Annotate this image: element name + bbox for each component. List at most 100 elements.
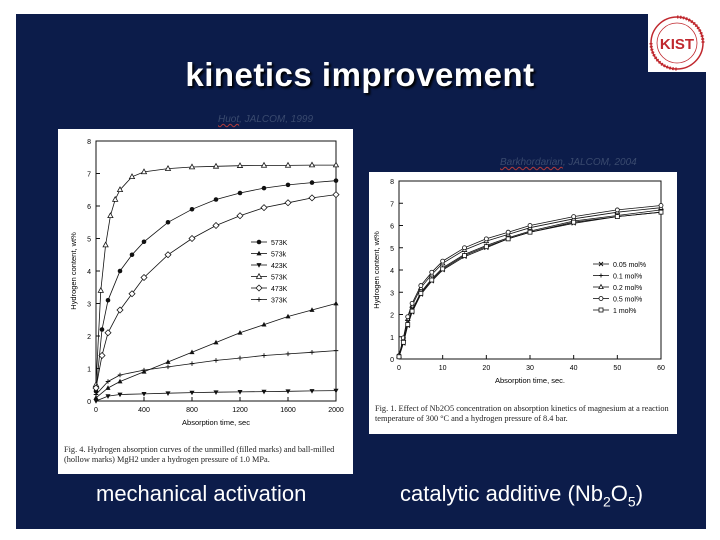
- data-point: [309, 180, 315, 185]
- legend-label: 373K: [271, 298, 288, 305]
- data-point: [308, 194, 316, 202]
- y-tick-label: 6: [390, 224, 394, 231]
- data-point: [105, 297, 111, 303]
- data-point: [213, 390, 219, 395]
- data-point: [614, 207, 620, 213]
- legend-label: 573K: [271, 275, 288, 282]
- legend-label: 1 mol%: [613, 308, 636, 315]
- data-point: [308, 161, 316, 168]
- data-point: [117, 378, 123, 384]
- data-point: [285, 182, 291, 188]
- data-point: [237, 355, 243, 361]
- data-point: [429, 277, 435, 283]
- legend-marker: [256, 250, 262, 256]
- legend-label: 573k: [271, 252, 287, 259]
- y-tick-label: 5: [390, 246, 394, 253]
- data-point: [396, 354, 402, 360]
- data-point: [405, 322, 411, 327]
- legend-marker: [256, 297, 262, 302]
- legend-label: 573K: [271, 240, 288, 247]
- right-figure-caption: Fig. 1. Effect of Nb2O5 concentration on…: [375, 404, 669, 423]
- y-axis-label: Hydrogen content, wt%: [372, 231, 381, 309]
- data-point: [212, 162, 220, 169]
- data-point: [212, 221, 220, 230]
- data-point: [237, 190, 243, 196]
- data-point: [164, 251, 172, 259]
- series-1: [93, 300, 339, 400]
- data-point: [165, 219, 171, 225]
- data-point: [128, 290, 136, 298]
- data-point: [462, 253, 467, 258]
- legend-marker: [598, 307, 604, 313]
- data-point: [462, 245, 467, 251]
- y-tick-label: 1: [390, 335, 394, 342]
- series-5: [93, 348, 339, 397]
- data-point: [409, 300, 415, 306]
- data-point: [102, 241, 109, 248]
- right-label-suffix: ): [635, 481, 644, 506]
- y-tick-label: 2: [390, 313, 394, 320]
- data-point: [260, 204, 268, 212]
- data-point: [333, 178, 339, 183]
- left-citation: Huot, JALCOM, 1999: [218, 114, 313, 125]
- y-tick-label: 4: [390, 268, 394, 275]
- series-line: [95, 180, 337, 392]
- right-label-prefix: catalytic additive (Nb: [400, 481, 603, 506]
- data-point: [527, 229, 533, 235]
- data-point: [129, 252, 135, 258]
- data-point: [333, 388, 339, 394]
- x-tick-label: 2000: [328, 407, 344, 414]
- data-point: [213, 339, 219, 345]
- y-tick-label: 4: [87, 269, 91, 276]
- data-point: [309, 389, 315, 394]
- data-point: [333, 348, 339, 353]
- x-axis-label: Absorption time, sec.: [495, 376, 565, 385]
- series-line: [95, 303, 337, 399]
- series-3: [396, 203, 664, 359]
- data-point: [97, 286, 105, 293]
- x-tick-label: 50: [613, 365, 621, 372]
- data-point: [332, 191, 340, 199]
- y-tick-label: 0: [87, 399, 91, 406]
- series-3: [92, 161, 340, 387]
- data-point: [285, 351, 291, 357]
- data-point: [261, 185, 267, 191]
- data-point: [405, 314, 411, 320]
- series-0: [93, 178, 339, 394]
- legend-label: 423K: [271, 263, 288, 270]
- data-point: [400, 339, 406, 345]
- series-2: [93, 388, 339, 404]
- data-point: [213, 197, 219, 202]
- data-point: [571, 214, 577, 219]
- data-point: [261, 321, 267, 327]
- data-point: [141, 239, 147, 245]
- right-bottom-label: catalytic additive (Nb2O5): [400, 481, 643, 509]
- data-point: [189, 206, 195, 212]
- data-point: [93, 399, 99, 404]
- data-point: [237, 390, 243, 395]
- legend-marker: [598, 296, 604, 301]
- data-point: [237, 329, 243, 335]
- series-2: [396, 204, 664, 358]
- y-tick-label: 1: [87, 367, 91, 374]
- legend-marker: [598, 283, 604, 289]
- data-point: [213, 358, 219, 363]
- x-tick-label: 1600: [280, 407, 296, 414]
- data-point: [189, 390, 195, 396]
- x-tick-label: 40: [570, 365, 578, 372]
- y-tick-label: 3: [87, 302, 91, 309]
- series-line: [95, 390, 337, 402]
- legend-label: 0.5 mol%: [613, 297, 642, 304]
- data-point: [409, 308, 415, 314]
- data-point: [261, 353, 267, 358]
- data-point: [165, 391, 171, 396]
- x-tick-label: 0: [397, 365, 401, 372]
- data-point: [92, 384, 100, 392]
- series-4: [396, 209, 664, 360]
- data-point: [105, 379, 111, 384]
- data-point: [128, 173, 136, 179]
- legend-marker: [256, 263, 262, 268]
- plot-frame: [398, 180, 662, 360]
- x-tick-label: 0: [94, 407, 98, 414]
- left-figure-caption: Fig. 4. Hydrogen absorption curves of th…: [64, 445, 335, 464]
